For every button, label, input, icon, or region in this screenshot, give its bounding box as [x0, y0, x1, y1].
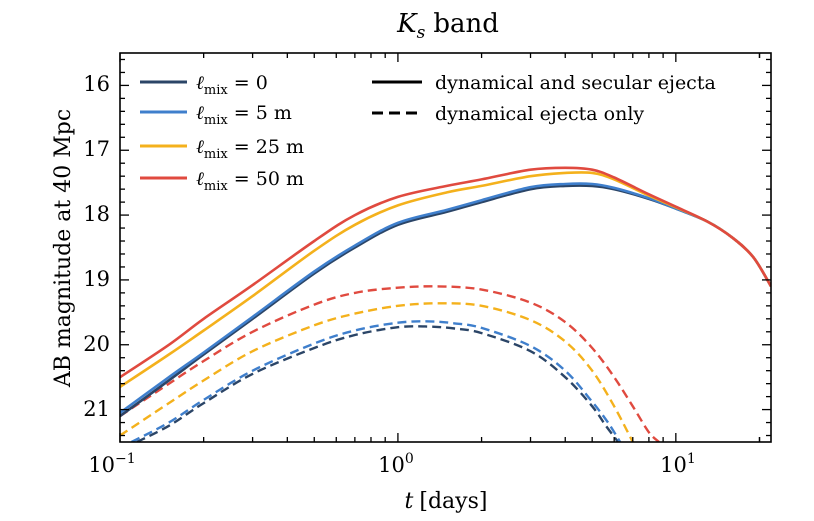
legend-label: dynamical and secular ejecta: [435, 72, 716, 94]
chart-title: Ks band: [396, 9, 499, 43]
legend-label: ℓmix = 50 m: [196, 168, 304, 194]
legend-label: ℓmix = 0: [196, 72, 268, 98]
y-tick-label: 18: [83, 202, 110, 226]
legend-item-solid: dynamical and secular ejecta: [372, 72, 716, 94]
x-tick-label: 101: [660, 451, 696, 477]
x-tick-label: 10−1: [88, 451, 135, 477]
y-tick-label: 17: [83, 137, 110, 161]
legend-item-lmix-50m: ℓmix = 50 m: [140, 168, 304, 194]
series-line-solid-model-3: [120, 166, 771, 379]
y-tick-label: 19: [83, 267, 110, 291]
series-line-dashed-model-1: [130, 320, 622, 442]
title-symbol: K: [396, 9, 418, 39]
legend-styles: dynamical and secular ejecta dynamical e…: [372, 72, 716, 125]
y-axis-label: AB magnitude at 40 Mpc: [51, 109, 76, 388]
title-subscript: s: [417, 23, 426, 43]
x-tick-labels: 10−1 100 101: [88, 451, 696, 477]
series-line-dashed-model-0: [136, 325, 620, 442]
legend-item-lmix-5m: ℓmix = 5 m: [140, 102, 292, 128]
x-tick-label: 100: [378, 451, 414, 477]
y-tick-label: 20: [83, 332, 110, 356]
series-line-dashed-model-2: [120, 302, 634, 442]
series-line-dashed-model-3: [120, 285, 660, 442]
y-tick-label: 16: [83, 72, 110, 96]
series-layer: [120, 166, 771, 442]
x-axis-label: t [days]: [405, 489, 488, 514]
legend-models: ℓmix = 0 ℓmix = 5 m ℓmix = 25 m ℓmix = 5…: [140, 72, 304, 194]
legend-item-lmix-0: ℓmix = 0: [140, 72, 268, 98]
tick-layer: [119, 53, 771, 442]
plot-frame: [119, 52, 772, 443]
legend-item-dashed: dynamical ejecta only: [372, 103, 644, 125]
series-line-solid-model-0: [120, 184, 771, 418]
legend-label: dynamical ejecta only: [435, 103, 644, 125]
title-rest: band: [433, 9, 499, 39]
series-line-solid-model-1: [120, 182, 771, 414]
legend-item-lmix-25m: ℓmix = 25 m: [140, 136, 304, 162]
legend-label: ℓmix = 25 m: [196, 136, 304, 162]
y-tick-labels: 16 17 18 19 20 21: [83, 72, 110, 421]
y-tick-label: 21: [83, 397, 110, 421]
legend-label: ℓmix = 5 m: [196, 102, 292, 128]
